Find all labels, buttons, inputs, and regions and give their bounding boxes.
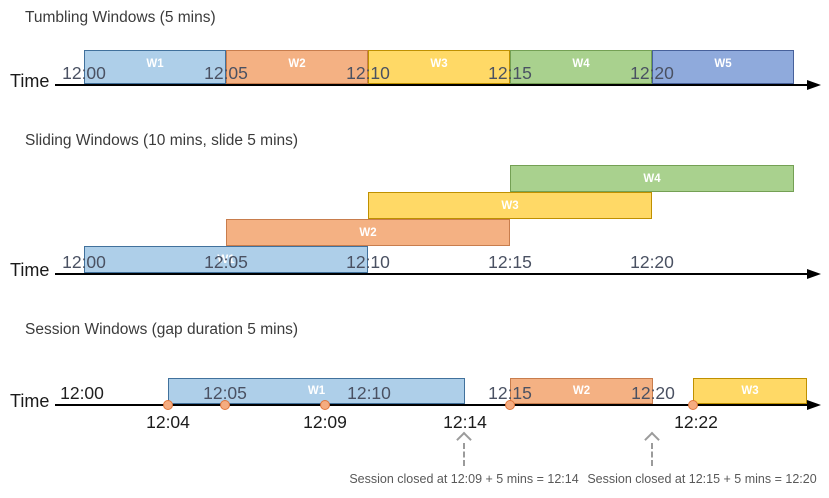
axis-tick-label: 12:15	[488, 252, 532, 272]
axis-tick-label: 12:20	[630, 252, 674, 272]
section-title: Tumbling Windows (5 mins)	[25, 9, 216, 26]
time-axis-label: Time	[10, 260, 50, 280]
window-label: W4	[572, 58, 590, 70]
axis-tick-label: 12:20	[631, 383, 675, 403]
axis-tick-label: 12:05	[203, 383, 247, 403]
window-label: W5	[714, 58, 732, 70]
section-title: Session Windows (gap duration 5 mins)	[25, 321, 299, 338]
axis-tick-label: 12:10	[346, 252, 390, 272]
window-label: W2	[359, 226, 377, 239]
window-label: W3	[430, 58, 448, 70]
window-box-w3: W3	[368, 50, 510, 84]
time-axis-label: Time	[10, 391, 50, 411]
axis-tick-label: 12:00	[62, 252, 106, 272]
annotation-dashed-line	[463, 443, 465, 466]
window-label: W2	[288, 58, 306, 70]
axis-tick-label: 12:00	[60, 383, 104, 403]
time-axis-line	[55, 84, 807, 86]
event-dot	[688, 400, 698, 410]
window-label: W3	[501, 199, 519, 212]
window-box-w2: W2	[226, 219, 510, 246]
axis-tick-label: 12:05	[204, 63, 248, 83]
window-box-w1: W1	[84, 50, 226, 84]
axis-tick-label: 12:00	[62, 63, 106, 83]
axis-tick-label: 12:15	[488, 383, 532, 403]
window-label: W1	[217, 253, 235, 266]
time-axis-line	[55, 273, 807, 275]
window-label: W4	[643, 172, 661, 185]
window-box-w3: W3	[368, 192, 652, 219]
window-box-w3: W3	[693, 378, 807, 404]
axis-tick-label: 12:10	[347, 383, 391, 403]
time-axis-line	[55, 404, 807, 406]
window-box-w1: W1	[84, 246, 368, 273]
axis-tick-label: 12:15	[488, 63, 532, 83]
time-axis-arrowhead-icon	[807, 268, 821, 279]
annotation-dashed-line	[651, 443, 653, 466]
window-box-w5: W5	[652, 50, 794, 84]
axis-tick-label: 12:10	[346, 63, 390, 83]
annotation-text: Session closed at 12:09 + 5 mins = 12:14	[349, 472, 579, 486]
section-title: Sliding Windows (10 mins, slide 5 mins)	[25, 132, 299, 149]
event-dot	[505, 400, 515, 410]
window-box-w1: W1	[168, 378, 465, 404]
event-time-label: 12:14	[443, 412, 487, 432]
time-axis-arrowhead-icon	[807, 399, 821, 410]
window-label: W3	[741, 385, 759, 397]
annotation-text: Session closed at 12:15 + 5 mins = 12:20	[587, 472, 817, 486]
time-axis-label: Time	[10, 71, 50, 91]
event-dot	[163, 400, 173, 410]
window-label: W1	[146, 58, 164, 70]
axis-tick-label: 12:20	[630, 63, 674, 83]
event-time-label: 12:09	[303, 412, 347, 432]
axis-tick-label: 12:05	[204, 252, 248, 272]
window-box-w2: W2	[510, 378, 653, 404]
event-dot	[320, 400, 330, 410]
time-axis-arrowhead-icon	[807, 79, 821, 90]
window-box-w4: W4	[510, 165, 794, 192]
event-dot	[220, 400, 230, 410]
event-time-label: 12:22	[674, 412, 718, 432]
window-box-w2: W2	[226, 50, 368, 84]
window-box-w4: W4	[510, 50, 652, 84]
event-time-label: 12:04	[146, 412, 190, 432]
window-label: W2	[572, 385, 591, 397]
window-label: W1	[307, 385, 326, 397]
